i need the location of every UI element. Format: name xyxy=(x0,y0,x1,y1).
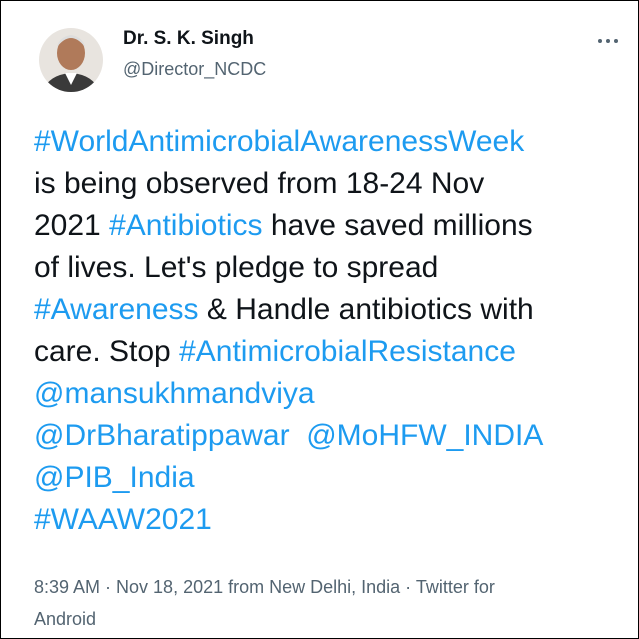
text-line: #Awareness & Handle antibiotics with xyxy=(34,289,543,331)
author-name[interactable]: Dr. S. K. Singh xyxy=(123,28,254,50)
text-line: @DrBharatippawar @MoHFW_INDIA xyxy=(34,415,543,457)
tweet-text: #WorldAntimicrobialAwarenessWeek is being… xyxy=(34,121,543,541)
text-line: #WAAW2021 xyxy=(34,499,543,541)
text-segment[interactable]: @mansukhmandviya xyxy=(34,377,315,410)
author-handle[interactable]: @Director_NCDC xyxy=(123,59,266,80)
text-segment[interactable]: #Antibiotics xyxy=(109,209,262,242)
text-segment[interactable]: #WAAW2021 xyxy=(34,503,212,536)
meta-line: Android xyxy=(34,603,495,635)
tweet-meta: 8:39 AM · Nov 18, 2021 from New Delhi, I… xyxy=(34,571,495,635)
text-line: #WorldAntimicrobialAwarenessWeek xyxy=(34,121,543,163)
page: Dr. S. K. Singh @Director_NCDC #WorldAnt… xyxy=(0,0,639,639)
text-segment: have saved millions xyxy=(263,209,533,242)
text-segment[interactable]: #AntimicrobialResistance xyxy=(179,335,516,368)
text-segment: 2021 xyxy=(34,209,109,242)
more-icon[interactable] xyxy=(597,37,619,45)
text-segment[interactable]: @PIB_India xyxy=(34,461,195,494)
text-line: is being observed from 18-24 Nov xyxy=(34,163,543,205)
text-segment: of lives. Let's pledge to spread xyxy=(34,251,438,284)
meta-line: 8:39 AM · Nov 18, 2021 from New Delhi, I… xyxy=(34,571,495,603)
text-segment: is being observed from 18-24 Nov xyxy=(34,167,484,200)
text-line: care. Stop #AntimicrobialResistance xyxy=(34,331,543,373)
text-line: 2021 #Antibiotics have saved millions xyxy=(34,205,543,247)
text-line: of lives. Let's pledge to spread xyxy=(34,247,543,289)
avatar[interactable] xyxy=(39,23,103,97)
text-line: @mansukhmandviya xyxy=(34,373,543,415)
tweet-card: Dr. S. K. Singh @Director_NCDC #WorldAnt… xyxy=(0,0,639,639)
text-segment[interactable]: #WorldAntimicrobialAwarenessWeek xyxy=(34,125,524,158)
text-segment: & Handle antibiotics with xyxy=(199,293,534,326)
text-line: @PIB_India xyxy=(34,457,543,499)
text-segment[interactable]: #Awareness xyxy=(34,293,199,326)
text-segment[interactable]: @DrBharatippawar @MoHFW_INDIA xyxy=(34,419,543,452)
text-segment: care. Stop xyxy=(34,335,179,368)
